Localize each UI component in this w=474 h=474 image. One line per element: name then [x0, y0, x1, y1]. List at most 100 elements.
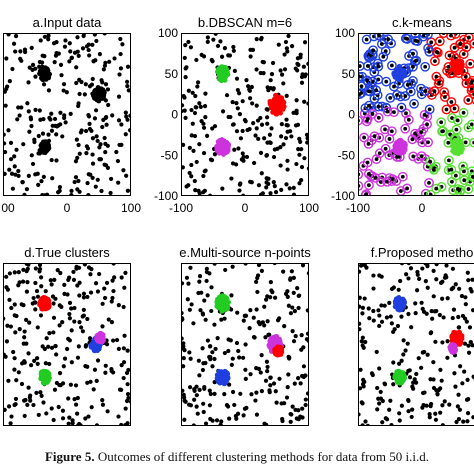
data-point: [361, 384, 366, 389]
data-point: [44, 336, 49, 341]
data-point: [377, 323, 382, 329]
point-ring: [423, 137, 433, 148]
data-point: [427, 412, 432, 417]
data-point: [416, 356, 421, 361]
data-point: [116, 180, 121, 185]
data-point: [210, 126, 215, 131]
data-point: [453, 282, 458, 287]
data-point: [54, 380, 59, 386]
data-point: [76, 53, 81, 58]
data-point: [187, 170, 192, 176]
data-point: [269, 72, 275, 77]
data-point: [67, 316, 72, 321]
data-point: [434, 263, 439, 267]
data-point: [54, 158, 59, 163]
data-point: [109, 319, 115, 325]
data-point: [16, 105, 21, 110]
data-point: [298, 381, 303, 386]
data-point: [229, 307, 234, 312]
data-point: [276, 42, 281, 47]
data-point: [462, 341, 468, 346]
data-point: [238, 136, 244, 141]
data-point: [38, 275, 44, 280]
data-point: [125, 188, 130, 193]
data-point: [441, 129, 445, 134]
data-point: [268, 78, 273, 83]
panel-title: d.True clusters: [24, 245, 110, 260]
data-point: [291, 110, 296, 115]
data-point: [80, 46, 86, 51]
point-ring: [365, 86, 375, 97]
data-point: [434, 308, 439, 314]
data-point: [264, 359, 270, 364]
data-point: [258, 370, 263, 375]
data-point: [466, 187, 471, 191]
data-point: [38, 390, 43, 395]
data-point: [62, 113, 67, 118]
point-ring: [370, 173, 381, 183]
data-point: [182, 348, 187, 353]
data-point: [431, 294, 436, 299]
data-point: [121, 304, 126, 310]
plot-area: [358, 263, 474, 426]
data-point: [182, 417, 187, 422]
data-point: [434, 186, 439, 191]
data-point: [188, 45, 194, 50]
data-point: [75, 395, 80, 401]
data-point: [281, 81, 286, 86]
data-point: [227, 382, 232, 387]
data-point: [266, 181, 271, 186]
data-point: [298, 139, 303, 144]
point-ring: [382, 106, 393, 117]
data-point: [286, 33, 291, 39]
cluster-point: [220, 308, 225, 314]
data-point: [21, 302, 26, 308]
data-point: [291, 185, 296, 190]
point-ring: [447, 113, 457, 123]
data-point: [104, 342, 110, 347]
data-point: [270, 289, 275, 295]
data-point: [215, 43, 221, 49]
data-point: [455, 187, 460, 191]
data-point: [263, 335, 268, 340]
data-point: [207, 388, 212, 393]
data-point: [60, 408, 66, 413]
data-point: [262, 323, 267, 328]
data-point: [193, 188, 198, 193]
data-point: [460, 313, 466, 319]
data-point: [90, 136, 96, 141]
data-point: [204, 266, 209, 271]
data-point: [226, 337, 231, 342]
data-point: [60, 416, 66, 421]
data-point: [110, 113, 115, 118]
data-point: [385, 179, 389, 184]
point-ring: [402, 34, 413, 44]
data-point: [379, 303, 384, 308]
data-point: [411, 154, 416, 159]
data-point: [470, 277, 474, 282]
data-point: [78, 325, 84, 330]
cluster-point: [219, 73, 224, 79]
data-point: [189, 133, 194, 138]
data-point: [438, 367, 443, 372]
data-point: [116, 118, 122, 123]
data-point: [208, 391, 213, 397]
point-ring: [358, 89, 365, 100]
data-point: [197, 274, 203, 279]
data-point: [82, 263, 87, 267]
data-point: [362, 379, 367, 384]
data-point: [49, 111, 54, 116]
data-point: [376, 115, 381, 120]
data-point: [31, 402, 36, 408]
data-point: [415, 272, 420, 277]
data-point: [362, 135, 366, 140]
cluster-point: [458, 335, 464, 341]
cluster-point: [392, 74, 399, 80]
data-point: [451, 285, 456, 290]
data-point: [447, 402, 452, 407]
data-point: [107, 59, 112, 64]
data-point: [26, 385, 31, 390]
data-point: [85, 294, 90, 300]
data-point: [296, 147, 301, 152]
data-point: [430, 316, 435, 321]
